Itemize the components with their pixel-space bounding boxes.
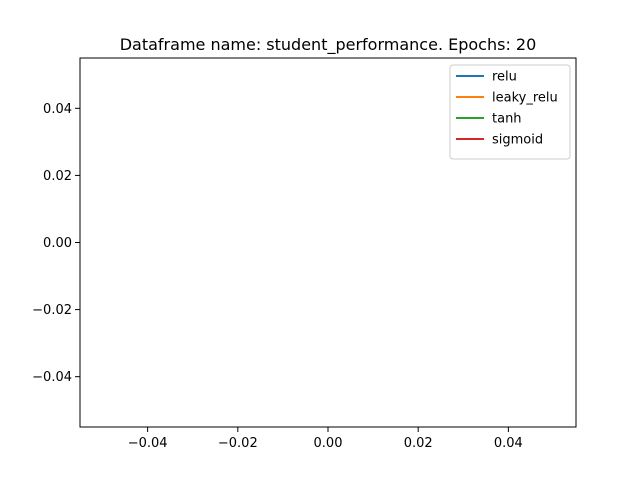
x-tick-label: −0.04 xyxy=(128,436,168,451)
legend-label-sigmoid: sigmoid xyxy=(492,133,543,148)
legend-label-relu: relu xyxy=(492,70,517,85)
legend-label-leaky_relu: leaky_relu xyxy=(492,91,558,106)
chart-title: Dataframe name: student_performance. Epo… xyxy=(120,35,537,55)
y-tick-label: 0.00 xyxy=(43,236,72,251)
y-tick-label: −0.04 xyxy=(32,370,72,385)
x-axis: −0.04 −0.02 0.00 0.02 0.04 xyxy=(128,427,523,451)
y-tick-label: 0.04 xyxy=(43,102,72,117)
y-axis: −0.04 −0.02 0.00 0.02 0.04 xyxy=(32,102,80,385)
legend-box xyxy=(449,64,571,160)
y-tick-label: 0.02 xyxy=(43,169,72,184)
y-tick-label: −0.02 xyxy=(32,303,72,318)
x-tick-label: −0.02 xyxy=(218,436,258,451)
x-tick-label: 0.00 xyxy=(314,436,343,451)
legend-label-tanh: tanh xyxy=(492,112,522,127)
x-tick-label: 0.02 xyxy=(404,436,433,451)
x-tick-label: 0.04 xyxy=(494,436,523,451)
